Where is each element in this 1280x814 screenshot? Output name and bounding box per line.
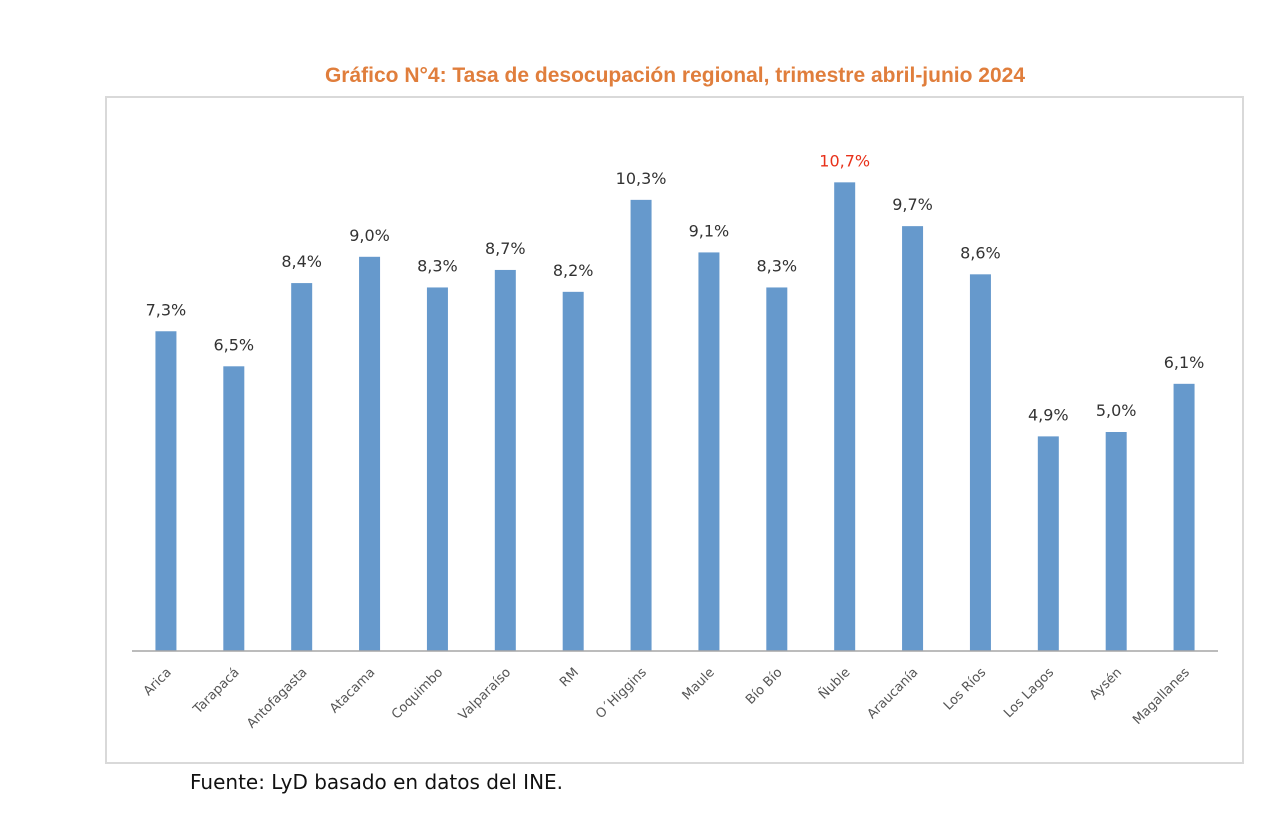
bar-13: [1037, 436, 1059, 651]
chart-frame: [105, 96, 1244, 764]
bar-5: [494, 269, 516, 651]
data-label-7: 10,3%: [616, 169, 667, 188]
x-tick-label-9: Bío Bío: [743, 665, 786, 708]
bar-2: [291, 283, 313, 651]
bar-0: [155, 331, 177, 651]
bar-8: [698, 252, 720, 652]
x-tick-label-8: Maule: [680, 665, 718, 703]
data-label-0: 7,3%: [146, 300, 187, 319]
x-tick-label-15: Magallanes: [1130, 665, 1193, 728]
data-label-3: 9,0%: [349, 226, 390, 245]
data-label-14: 5,0%: [1096, 401, 1137, 420]
chart-title: Gráfico N°4: Tasa de desocupación region…: [324, 64, 1026, 87]
x-tick-labels-group: Arica Tarapacá Antofagasta Atacama Coquimbo V…: [141, 665, 1193, 732]
bar-3: [359, 256, 381, 651]
x-tick-label-3: Atacama: [327, 665, 378, 716]
x-tick-label-2: Antofagasta: [244, 665, 310, 731]
x-tick-label-5: Valparaíso: [456, 665, 514, 723]
x-tick-label-6: RM: [557, 665, 582, 690]
bars-group: [155, 182, 1195, 652]
data-label-8: 9,1%: [689, 221, 730, 240]
bar-11: [902, 226, 924, 651]
x-tick-label-0: Arica: [141, 665, 175, 699]
data-label-5: 8,7%: [485, 239, 526, 258]
data-label-9: 8,3%: [756, 256, 797, 275]
x-tick-label-11: Araucanía: [865, 665, 922, 722]
bar-15: [1173, 383, 1195, 651]
x-tick-label-4: Coquimbo: [389, 665, 446, 722]
bar-6: [562, 291, 584, 651]
x-tick-label-10: Ñuble: [815, 665, 853, 703]
data-labels-group: 7,3% 6,5% 8,4% 9,0% 8,3% 8,7% 8,2% 10,3% 9,1% 8,3…: [146, 151, 1205, 424]
bar-1: [223, 366, 245, 651]
bar-7: [630, 199, 652, 652]
data-label-11: 9,7%: [892, 195, 933, 214]
data-label-6: 8,2%: [553, 261, 594, 280]
data-label-12: 8,6%: [960, 243, 1001, 262]
data-label-2: 8,4%: [281, 252, 322, 271]
x-tick-label-13: Los Lagos: [1001, 665, 1057, 721]
data-label-15: 6,1%: [1164, 353, 1205, 372]
x-tick-label-12: Los Ríos: [941, 665, 989, 713]
bar-9: [766, 287, 788, 651]
bar-14: [1105, 432, 1127, 651]
x-tick-label-14: Aysén: [1087, 665, 1125, 703]
bar-12: [969, 274, 991, 651]
data-label-1: 6,5%: [213, 335, 254, 354]
source-note: Fuente: LyD basado en datos del INE.: [190, 770, 564, 794]
x-tick-label-7: O´Higgins: [593, 665, 650, 722]
bar-4: [426, 287, 448, 651]
data-label-10: 10,7%: [819, 151, 870, 170]
data-label-13: 4,9%: [1028, 405, 1069, 424]
data-label-4: 8,3%: [417, 256, 458, 275]
x-tick-label-1: Tarapacá: [190, 665, 243, 718]
bar-10: [834, 182, 856, 651]
